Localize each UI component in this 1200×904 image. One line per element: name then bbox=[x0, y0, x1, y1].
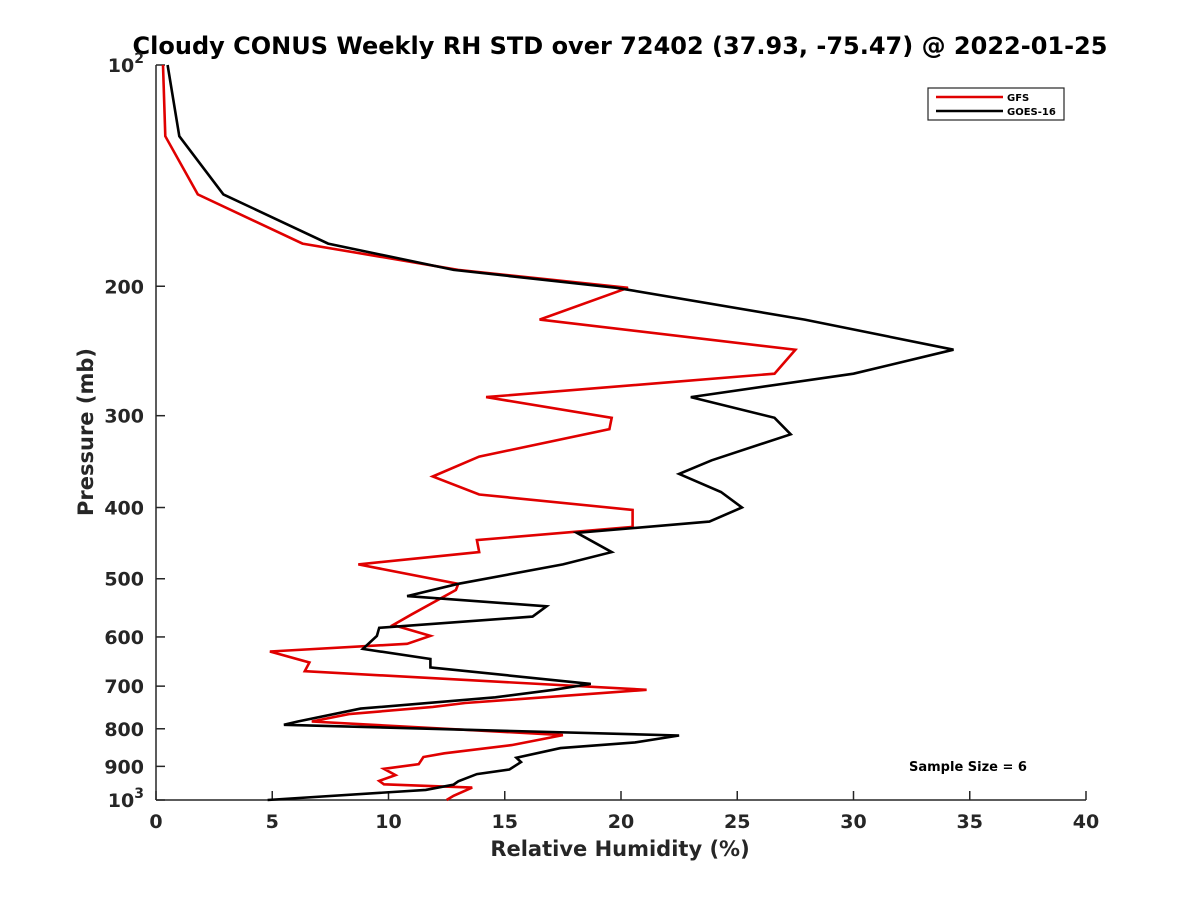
y-tick-label: 700 bbox=[104, 676, 144, 698]
y-tick-label-exponent: 2 bbox=[134, 51, 144, 67]
legend-box bbox=[927, 87, 1065, 121]
series-lines bbox=[161, 64, 954, 802]
x-axis-label: Relative Humidity (%) bbox=[490, 837, 749, 861]
y-tick-label: 600 bbox=[104, 627, 144, 649]
y-tick-label: 800 bbox=[104, 719, 144, 741]
y-tick-label-base: 10 bbox=[108, 790, 134, 812]
legend: GFS GOES-16 bbox=[927, 87, 1065, 121]
x-tick-label: 10 bbox=[375, 811, 401, 833]
x-tick-label: 35 bbox=[957, 811, 983, 833]
y-axis-label: Pressure (mb) bbox=[74, 348, 98, 516]
x-tick-label: 5 bbox=[266, 811, 279, 833]
y-tick-label: 900 bbox=[104, 756, 144, 778]
x-tick-label: 15 bbox=[492, 811, 518, 833]
x-tick-label: 20 bbox=[608, 811, 634, 833]
chart-title: Cloudy CONUS Weekly RH STD over 72402 (3… bbox=[133, 32, 1108, 60]
sample-size-annotation: Sample Size = 6 bbox=[909, 760, 1027, 775]
y-tick-label: 300 bbox=[104, 406, 144, 428]
y-tick-label: 103 bbox=[108, 786, 144, 812]
plot-area bbox=[155, 65, 1086, 801]
x-tick-label: 40 bbox=[1073, 811, 1099, 833]
y-tick-label: 400 bbox=[104, 498, 144, 520]
legend-label-gfs: GFS bbox=[1007, 93, 1029, 104]
y-tick-label: 500 bbox=[104, 569, 144, 591]
y-tick-label: 200 bbox=[104, 276, 144, 298]
y-tick-label-exponent: 3 bbox=[134, 786, 144, 802]
x-tick-label: 25 bbox=[724, 811, 750, 833]
x-tick-label: 30 bbox=[840, 811, 866, 833]
series-line-goes16 bbox=[166, 64, 954, 802]
series-line-gfs bbox=[161, 64, 798, 802]
legend-label-goes16: GOES-16 bbox=[1007, 107, 1056, 118]
y-tick-label-base: 10 bbox=[108, 55, 134, 77]
x-ticks: 0 5 10 15 20 25 30 35 40 bbox=[149, 791, 1099, 833]
y-tick-label: 102 bbox=[108, 51, 144, 77]
x-tick-label: 0 bbox=[149, 811, 162, 833]
